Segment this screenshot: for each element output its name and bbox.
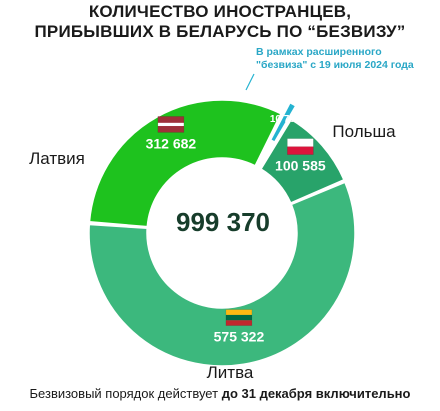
flag-poland-icon xyxy=(287,138,314,155)
flag-latvia-icon xyxy=(157,116,185,133)
chart-title: КОЛИЧЕСТВО ИНОСТРАНЦЕВ, ПРИБЫВШИХ В БЕЛА… xyxy=(0,2,440,42)
flag-lithuania-icon xyxy=(225,309,253,326)
footer-bold-text: до 31 декабря включительно xyxy=(221,386,411,401)
category-label-польша: Польша xyxy=(332,122,396,141)
slice-small xyxy=(269,101,297,144)
annotation-note: В рамках расширенного "безвиза" с 19 июл… xyxy=(256,46,436,72)
value-label-латвия: 312 682 xyxy=(146,135,197,151)
chart-title-line-2: ПРИБЫВШИХ В БЕЛАРУСЬ ПО “БЕЗВИЗУ” xyxy=(34,22,406,41)
annotation-note-line-2: "безвиза" с 19 июля 2024 года xyxy=(256,59,414,71)
chart-title-line-1: КОЛИЧЕСТВО ИНОСТРАНЦЕВ, xyxy=(88,2,352,21)
category-label-латвия: Латвия xyxy=(29,149,85,168)
footer-text: Безвизовый порядок действует xyxy=(29,386,219,401)
annotation-note-line-1: В рамках расширенного xyxy=(256,46,382,58)
value-label-литва: 575 322 xyxy=(214,329,265,345)
footer-note: Безвизовый порядок действует до 31 декаб… xyxy=(0,386,440,401)
slice-литва xyxy=(88,181,356,367)
annotation-leader-line xyxy=(245,73,255,91)
value-label-small: 10 781 xyxy=(270,114,301,125)
slice-польша xyxy=(260,118,345,204)
value-label-польша: 100 585 xyxy=(275,158,326,174)
slice-латвия xyxy=(88,99,282,228)
total-value: 999 370 xyxy=(176,207,270,237)
category-label-литва: Литва xyxy=(207,363,254,382)
